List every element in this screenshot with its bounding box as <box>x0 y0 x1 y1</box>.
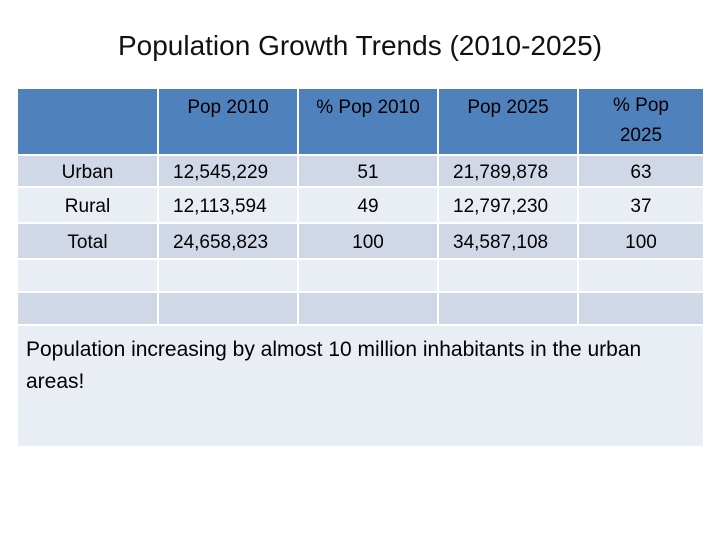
empty-cell <box>298 292 439 326</box>
header-cell-pop-2010: Pop 2010 <box>158 89 299 156</box>
cell-total-pct-2025: 100 <box>578 223 703 260</box>
header-cell-pop-2025: Pop 2025 <box>438 89 579 156</box>
cell-total-pop-2010: 24,658,823 <box>158 223 299 260</box>
cell-rural-pop-2025: 12,797,230 <box>438 187 579 224</box>
header-cell-pct-pop-2010: % Pop 2010 <box>298 89 439 156</box>
cell-urban-pct-2010: 51 <box>298 155 439 188</box>
cell-total-pop-2025: 34,587,108 <box>438 223 579 260</box>
empty-cell <box>438 292 579 326</box>
row-label-rural: Rural <box>18 187 159 224</box>
table-row: Rural 12,113,594 49 12,797,230 37 <box>18 187 703 224</box>
cell-urban-pct-2025: 63 <box>578 155 703 188</box>
empty-cell <box>438 259 579 293</box>
header-cell-pct-pop-2025-text: % Pop 2025 <box>613 95 669 146</box>
row-label-total: Total <box>18 223 159 260</box>
cell-rural-pct-2025: 37 <box>578 187 703 224</box>
cell-rural-pct-2010: 49 <box>298 187 439 224</box>
note-row: Population increasing by almost 10 milli… <box>18 325 703 448</box>
cell-rural-pop-2010: 12,113,594 <box>158 187 299 224</box>
header-cell-blank <box>18 89 159 156</box>
table-header-row: Pop 2010 % Pop 2010 Pop 2025 % Pop 2025 <box>18 89 703 156</box>
cell-urban-pop-2010: 12,545,229 <box>158 155 299 188</box>
population-table: Pop 2010 % Pop 2010 Pop 2025 % Pop 2025 … <box>18 89 703 448</box>
table-row: Total 24,658,823 100 34,587,108 100 <box>18 223 703 260</box>
cell-total-pct-2010: 100 <box>298 223 439 260</box>
table-row-empty <box>18 259 703 293</box>
empty-cell <box>18 292 159 326</box>
table-row: Urban 12,545,229 51 21,789,878 63 <box>18 155 703 188</box>
header-cell-pct-pop-2025: % Pop 2025 <box>578 89 703 156</box>
empty-cell <box>298 259 439 293</box>
page-title: Population Growth Trends (2010-2025) <box>117 30 603 61</box>
row-label-urban: Urban <box>18 155 159 188</box>
cell-urban-pop-2025: 21,789,878 <box>438 155 579 188</box>
empty-cell <box>158 259 299 293</box>
empty-cell <box>18 259 159 293</box>
empty-cell <box>158 292 299 326</box>
empty-cell <box>578 292 703 326</box>
empty-cell <box>578 259 703 293</box>
table-row-empty <box>18 292 703 326</box>
note-text: Population increasing by almost 10 milli… <box>18 325 703 448</box>
